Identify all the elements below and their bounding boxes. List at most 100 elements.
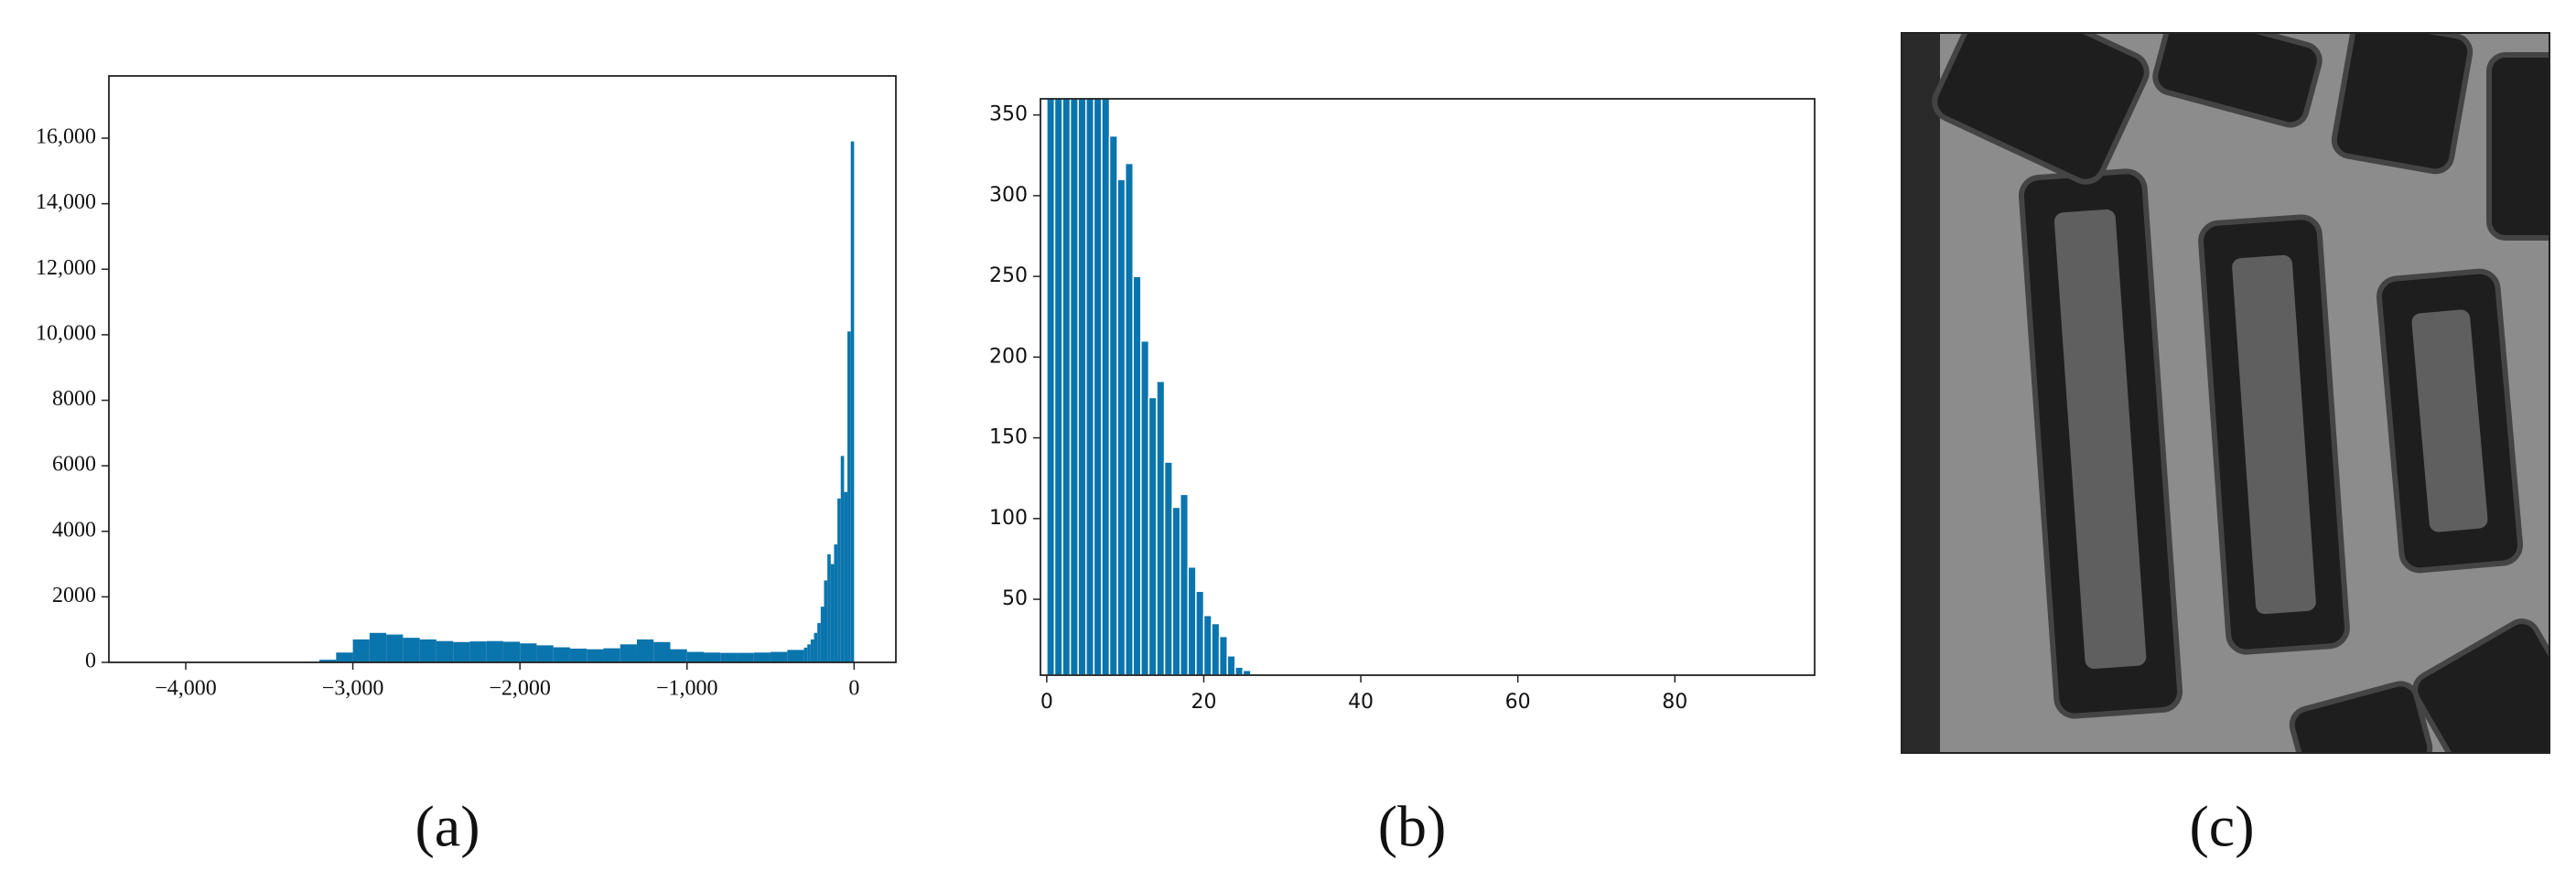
bar — [520, 643, 537, 662]
y-tick-label: 200 — [989, 345, 1028, 368]
bar — [620, 644, 637, 662]
bar — [827, 553, 831, 662]
x-tick-label: 40 — [1348, 691, 1374, 714]
bar — [1226, 655, 1236, 675]
panel-label: (c) — [2189, 794, 2254, 859]
y-tick-label: 150 — [989, 426, 1028, 449]
bar — [1062, 99, 1072, 675]
x-tick-label: 80 — [1662, 691, 1687, 714]
x-tick-label: 20 — [1191, 691, 1216, 714]
bar — [834, 544, 838, 662]
bar — [830, 564, 835, 662]
bar — [1163, 461, 1173, 675]
bar — [1187, 566, 1197, 675]
y-tick-label: 350 — [989, 103, 1028, 126]
plot-area — [302, 141, 855, 662]
bar — [1148, 396, 1158, 675]
x-tick-label: −4,000 — [155, 677, 217, 701]
y-tick-label: 100 — [989, 507, 1028, 530]
bar — [569, 648, 587, 662]
bar — [486, 640, 503, 662]
bar — [1218, 635, 1228, 675]
photo-frame — [1901, 32, 2550, 754]
bar — [653, 641, 671, 662]
x-tick-label: 0 — [1040, 691, 1053, 714]
bar — [636, 639, 654, 662]
bar — [847, 331, 851, 662]
bar — [1116, 178, 1126, 675]
y-tick-label: 2000 — [52, 584, 96, 607]
bar — [720, 652, 738, 662]
bar — [850, 141, 855, 662]
y-tick-label: 16,000 — [36, 125, 96, 149]
bar — [817, 623, 821, 662]
bar — [436, 640, 454, 662]
y-tick-label: 4000 — [52, 518, 96, 542]
y-tick-label: 250 — [989, 264, 1028, 287]
bar — [737, 652, 754, 662]
bar — [1085, 99, 1095, 675]
bar — [1069, 99, 1079, 675]
y-tick-label: 10,000 — [36, 321, 96, 345]
bar — [1101, 99, 1111, 675]
y-tick-label: 8000 — [52, 387, 96, 411]
bar — [704, 652, 721, 662]
bar — [1077, 99, 1087, 675]
y-tick-label: 14,000 — [36, 190, 96, 214]
bar — [319, 660, 337, 662]
x-tick-label: −1,000 — [656, 677, 718, 701]
x-tick-label: −2,000 — [489, 677, 551, 701]
x-tick-label: −3,000 — [322, 677, 384, 701]
x-tick-label: 0 — [848, 677, 859, 701]
bar — [670, 649, 687, 662]
bar — [469, 641, 487, 662]
bar — [336, 652, 353, 662]
y-tick-label: 0 — [85, 650, 96, 673]
bar — [824, 580, 828, 662]
bar — [352, 639, 370, 662]
bar — [814, 632, 818, 662]
bar — [753, 652, 771, 662]
bar — [1156, 381, 1166, 675]
bar — [807, 644, 811, 662]
photo — [1902, 33, 2549, 753]
panel-label: (b) — [1378, 794, 1447, 859]
bar — [1053, 99, 1063, 675]
y-tick-label: 6000 — [52, 453, 96, 477]
bar — [1179, 493, 1190, 675]
bar — [1108, 134, 1118, 675]
bar — [840, 456, 845, 662]
bar — [1234, 666, 1245, 675]
bar — [369, 632, 387, 662]
bar — [453, 641, 470, 662]
bar — [553, 647, 570, 662]
axes-frame — [108, 75, 897, 663]
y-tick-label: 12,000 — [36, 256, 96, 280]
bar — [1093, 99, 1103, 675]
bar — [536, 645, 554, 662]
x-tick-label: 60 — [1505, 691, 1531, 714]
bar — [1211, 622, 1221, 675]
bar — [1202, 614, 1213, 675]
bar — [686, 651, 705, 662]
bar — [403, 638, 420, 662]
bar — [803, 647, 808, 662]
axes-frame — [1040, 98, 1816, 676]
y-tick-label: 50 — [1002, 587, 1028, 610]
panel-label: (a) — [415, 794, 480, 859]
bar — [1132, 275, 1142, 675]
bar — [1171, 506, 1181, 675]
bar — [844, 491, 848, 662]
bar — [1124, 162, 1134, 675]
bar — [603, 648, 620, 662]
bar — [386, 634, 404, 662]
bar — [587, 649, 604, 662]
bar — [1195, 590, 1205, 675]
bar — [787, 650, 804, 662]
bar — [1140, 339, 1150, 675]
plot-area — [1046, 99, 1299, 675]
bar — [771, 651, 788, 662]
bar — [419, 639, 437, 662]
bar — [820, 607, 825, 662]
bar — [810, 639, 814, 662]
